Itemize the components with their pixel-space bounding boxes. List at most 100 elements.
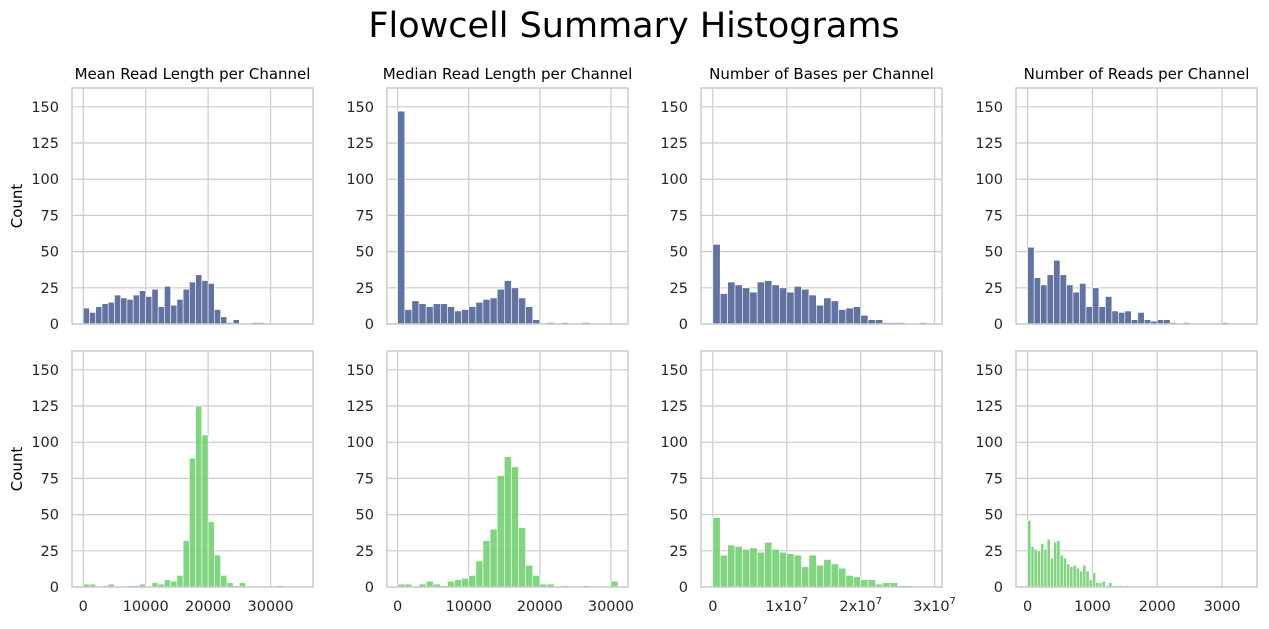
histogram-bar <box>1040 284 1048 325</box>
histogram-bar <box>779 551 788 588</box>
y-tick-label: 75 <box>41 208 59 224</box>
panel-r1c3: 0 25 50 75 100 125 150 Number of Bases per Chan… <box>660 65 943 333</box>
histogram-bar <box>823 297 832 325</box>
histogram-bar <box>793 554 802 588</box>
histogram-bar <box>447 306 455 325</box>
histogram-bar <box>518 527 526 588</box>
histogram-bar <box>1059 274 1067 325</box>
y-tick-label: 25 <box>41 281 59 297</box>
y-tick-label: 100 <box>31 172 59 188</box>
histogram-bar <box>1072 291 1080 325</box>
y-tick-label: 100 <box>346 435 374 451</box>
x-tick-label: 3000 <box>1204 599 1241 615</box>
y-tick-label: 50 <box>41 245 59 261</box>
panels-grid: 0 25 50 75 100 125 150 Mean Read Length per Cha… <box>8 65 1258 615</box>
y-tick-label: 25 <box>670 281 688 297</box>
histogram-bar <box>1072 564 1077 588</box>
histogram-bar <box>712 517 721 588</box>
histogram-bar <box>207 283 215 325</box>
histogram-bar <box>489 297 498 325</box>
histogram-bar <box>532 575 541 588</box>
panel-title: Mean Read Length per Channel <box>75 65 311 83</box>
histogram-bar <box>496 475 505 588</box>
histogram-bar <box>1085 570 1090 588</box>
y-tick-label: 75 <box>985 471 1003 487</box>
y-tick-label: 100 <box>660 172 688 188</box>
histogram-bar <box>808 554 817 588</box>
histogram-bar <box>511 287 519 325</box>
histogram-bar <box>189 281 196 325</box>
y-tick-label: 125 <box>975 136 1003 152</box>
histogram-bar <box>749 547 758 588</box>
histogram-bar <box>425 580 434 588</box>
histogram-bar <box>1101 580 1106 588</box>
y-tick-label: 125 <box>660 136 688 152</box>
histogram-bar <box>195 274 203 325</box>
y-tick-label: 150 <box>31 363 59 379</box>
axes-frame <box>700 350 943 588</box>
histogram-bar <box>89 312 97 325</box>
y-tick-label: 150 <box>975 363 1003 379</box>
y-tick-label: 25 <box>356 544 374 560</box>
y-tick-label: 150 <box>31 100 59 116</box>
histogram-bar <box>482 299 491 325</box>
histogram-bar <box>411 300 420 325</box>
y-tick-label: 100 <box>31 435 59 451</box>
panel-r1c2: 0 25 50 75 100 125 150 Median Read Length per C… <box>346 65 632 333</box>
y-tick-label: 50 <box>41 508 59 524</box>
histogram-bar <box>1111 310 1119 325</box>
y-tick-label: 25 <box>670 544 688 560</box>
y-tick-label: 25 <box>985 544 1003 560</box>
histogram-bar <box>82 307 90 325</box>
histogram-bar <box>1079 570 1084 588</box>
histogram-bar <box>1050 557 1054 588</box>
y-tick-label: 125 <box>975 399 1003 415</box>
histogram-bar <box>145 296 153 325</box>
x-tick-label: 2000 <box>1139 599 1176 615</box>
y-tick-label: 150 <box>660 363 688 379</box>
histogram-bar <box>1092 572 1096 588</box>
histogram-bar <box>845 307 854 325</box>
histogram-bar <box>454 310 462 325</box>
histogram-bar <box>214 554 221 588</box>
histogram-bar <box>126 299 134 325</box>
y-tick-label: 25 <box>41 544 59 560</box>
axes-frame <box>1015 350 1258 588</box>
histogram-bar <box>1027 520 1032 588</box>
histogram-bar <box>801 288 810 325</box>
histogram-bar <box>114 294 121 325</box>
x-tick-label: 10000 <box>123 599 169 615</box>
histogram-bar <box>1040 543 1045 588</box>
histogram-bar <box>170 580 178 588</box>
y-tick-label: 25 <box>985 281 1003 297</box>
histogram-bar <box>719 293 728 325</box>
y-tick-label: 50 <box>670 245 688 261</box>
y-tick-label: 0 <box>679 580 688 596</box>
histogram-bar <box>468 575 477 588</box>
y-tick-label: 100 <box>346 172 374 188</box>
histogram-bar <box>1033 549 1038 588</box>
histogram-bar <box>454 579 462 588</box>
histogram-bar <box>830 563 839 588</box>
histogram-bar <box>764 280 773 325</box>
histogram-bar <box>786 291 795 325</box>
histogram-bar <box>1043 549 1048 588</box>
histogram-bar <box>432 303 441 325</box>
histogram-bar <box>107 301 115 325</box>
histogram-bar <box>95 306 103 325</box>
histogram-bar <box>220 575 228 588</box>
histogram-bar <box>838 567 847 588</box>
histogram-bar <box>195 405 203 588</box>
histogram-bar <box>830 300 839 325</box>
histogram-bar <box>771 284 780 325</box>
axes-frame <box>1015 87 1258 325</box>
histogram-bar <box>742 549 751 588</box>
y-tick-label: 25 <box>356 281 374 297</box>
histogram-bar <box>610 580 619 588</box>
histogram-bar <box>1066 563 1071 588</box>
panel-r2c1: 0 25 50 75 100 125 150 0 10000 20000 30000 Count <box>8 350 314 615</box>
histogram-bar <box>742 287 751 325</box>
y-tick-label: 125 <box>346 136 374 152</box>
histogram-bar <box>1105 296 1113 325</box>
